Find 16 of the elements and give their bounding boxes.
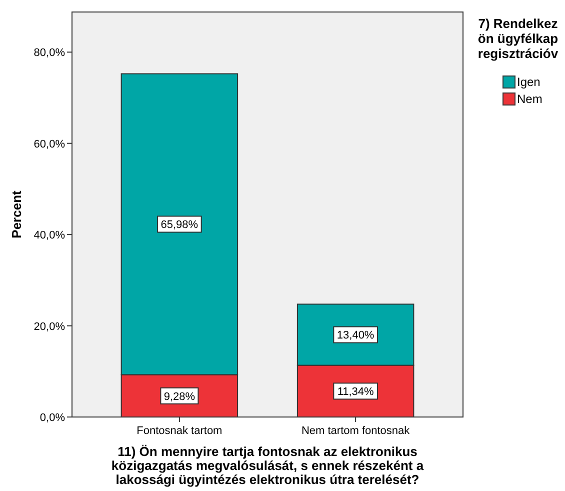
legend-label: Igen	[517, 75, 540, 89]
legend-title: 7) Rendelkez ön ügyfélkap regisztrációv	[478, 16, 559, 61]
y-tick-label: 40,0%	[34, 230, 66, 242]
y-tick-label: 20,0%	[34, 320, 66, 333]
x-tick-label: Nem tartom fontosnak	[301, 425, 410, 437]
data-label: 13,40%	[336, 330, 374, 342]
y-tick-label: 60,0%	[34, 138, 66, 150]
y-tick-label: 0,0%	[40, 412, 66, 424]
data-label: 65,98%	[160, 219, 198, 232]
y-tick-label: 80,0%	[34, 47, 66, 60]
data-label: 11,34%	[337, 386, 374, 398]
data-label: 9,28%	[164, 390, 196, 403]
y-axis-title: Percent	[9, 190, 24, 238]
legend-label: Nem	[517, 92, 542, 106]
x-axis-title: 11) Ön mennyire tartja fontosnak az elektronikus közigazgatás megvalósulását, s ennek részeként a lakossági ügyintézés elektronikus útra terelését?	[111, 444, 424, 487]
x-tick-label: Fontosnak tartom	[136, 425, 222, 437]
